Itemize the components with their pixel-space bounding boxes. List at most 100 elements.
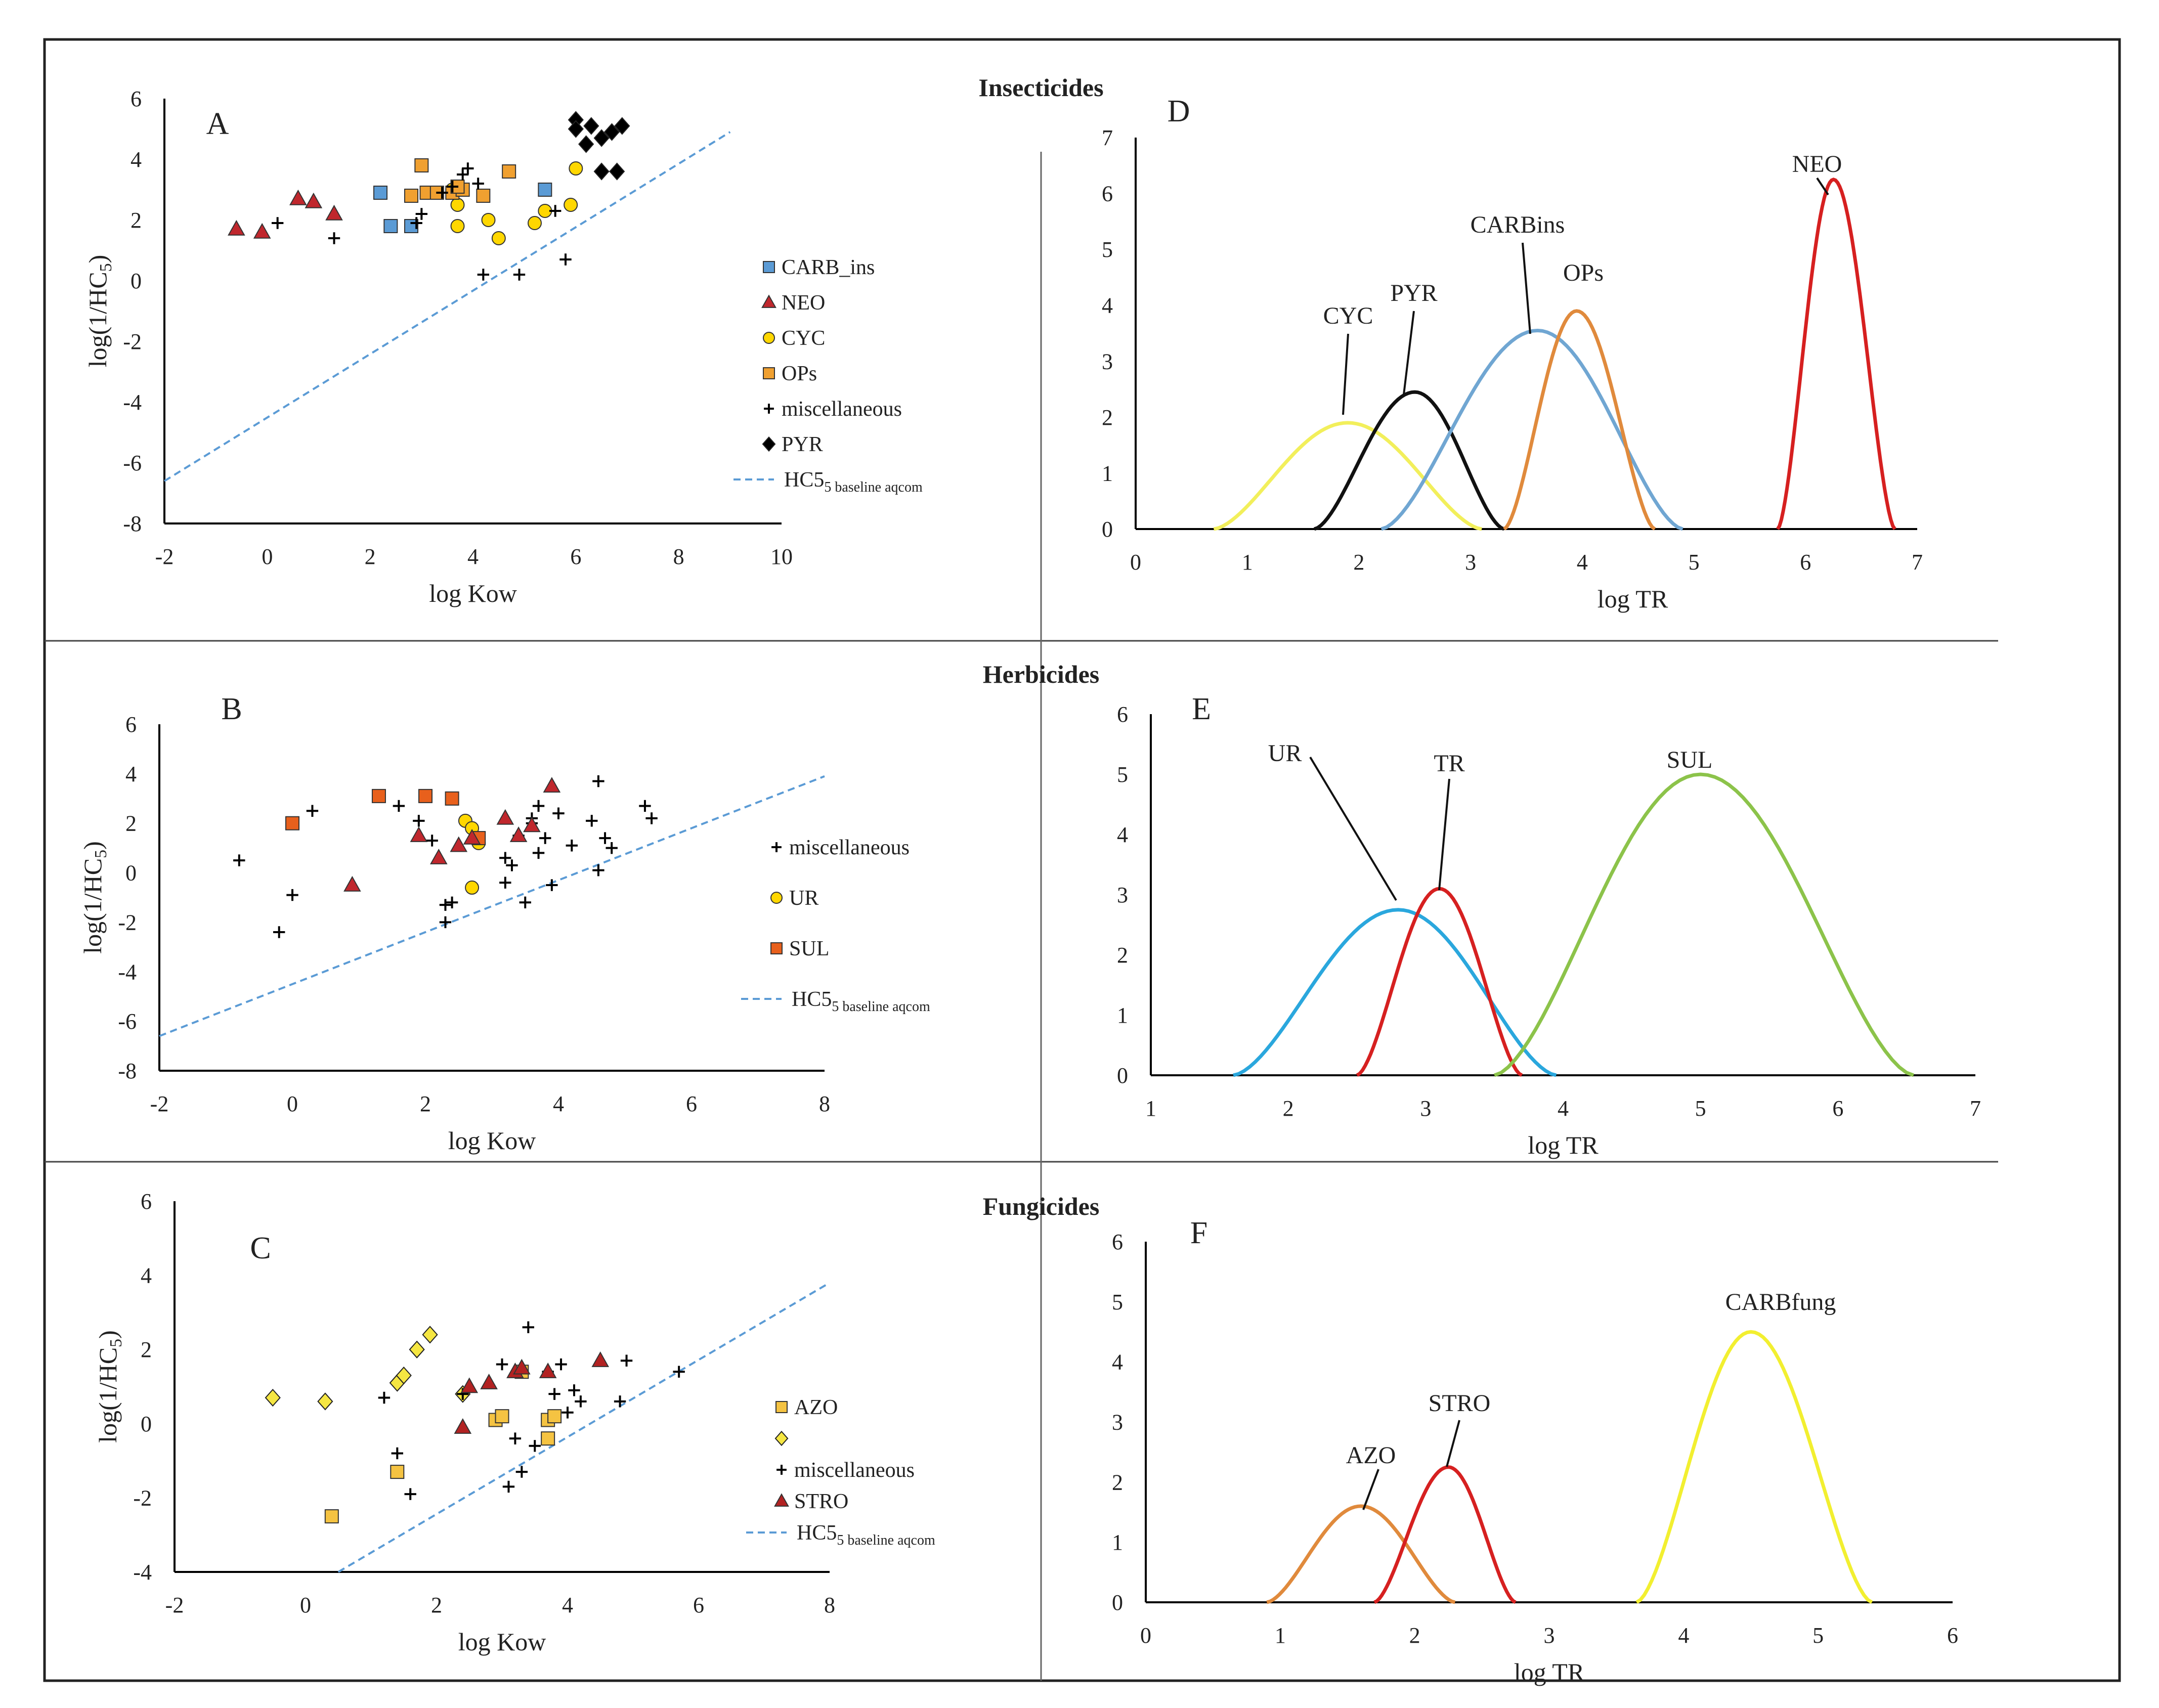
panel-B-ylabel: log(1/HC5) [78, 841, 110, 954]
panel-F-xtick-0: 0 [1140, 1623, 1151, 1648]
panel-D-xtick-0: 0 [1130, 550, 1141, 575]
panel-D-curve-label-NEO: NEO [1792, 151, 1842, 178]
panel-B-point-SUL-0 [285, 816, 299, 830]
panel-D-ytick-7: 7 [1102, 125, 1113, 150]
panel-A-xtick-1: 0 [262, 544, 273, 569]
panel-E-curve-label-SUL: SUL [1667, 747, 1713, 773]
panel-B-legend-label-2: SUL [789, 937, 829, 960]
panel-A-label: A [206, 107, 229, 141]
panel-B-point-UR-3 [465, 880, 480, 895]
panel-C-point-AZO-7 [547, 1409, 562, 1424]
panel-C-ytick-1: -2 [133, 1485, 152, 1510]
panel-E-ytick-4: 4 [1117, 822, 1128, 847]
panel-A-point-CYC-7 [564, 198, 578, 212]
panel-B: -2 0 2 4 6 8 -8 -6 -4 -2 0 2 4 6 log Kow log(1/HC5) Bmis… [78, 692, 930, 1155]
panel-E-ytick-3: 3 [1117, 883, 1128, 907]
panel-A-legend-label-2: CYC [782, 327, 825, 350]
panel-B-point-miscellaneous-0 [233, 854, 245, 866]
panel-A-point-CYC-1 [450, 198, 465, 212]
panel-C-point-STRO-5 [539, 1363, 557, 1378]
panel-C-point-STRO-2 [480, 1374, 498, 1389]
panel-A-xtick-4: 6 [570, 544, 581, 569]
panel-B-legend-sub-3: 5 baseline aqcom [832, 999, 930, 1015]
section-title-herbicides: Herbicides [983, 660, 1100, 688]
panel-A-ytick-1: -6 [123, 451, 142, 475]
panel-B-point-SUL-2 [418, 789, 433, 803]
panel-A-legend-marker-0 [763, 261, 775, 273]
panel-E-ytick-5: 5 [1117, 762, 1128, 787]
panel-A-point-PYR-5 [593, 162, 610, 181]
panel-A-point-PYR-8 [609, 162, 625, 181]
panel-B-ytick-6: 4 [125, 762, 137, 786]
panel-D-xtick-7: 7 [1912, 550, 1923, 575]
panel-C-point-miscellaneous-2 [404, 1488, 416, 1500]
panel-C-point-AZO-6 [541, 1431, 555, 1446]
panel-A-legend-label-3: OPs [782, 362, 817, 385]
panel-A-point-CARB_ins-0 [373, 186, 387, 200]
panel-B-xtick-3: 4 [553, 1091, 564, 1116]
panel-F-curve-AZO [1266, 1504, 1456, 1604]
panel-B-point-miscellaneous-29 [539, 832, 551, 844]
panel-C-point-STRO-6 [591, 1351, 610, 1367]
panel-F-ytick-2: 2 [1112, 1470, 1123, 1495]
panel-A-point-CARB_ins-1 [383, 219, 398, 233]
panel-B-point-red_tri-6 [509, 826, 528, 842]
panel-C-point-STRO-4 [513, 1359, 531, 1375]
panel-B-point-miscellaneous-2 [286, 889, 298, 901]
panel-A-ytick-4: 0 [131, 269, 142, 293]
panel-A-ytick-3: -2 [123, 329, 142, 354]
panel-B-xtick-1: 0 [287, 1091, 298, 1116]
panel-C-legend-marker-3 [774, 1493, 789, 1507]
panel-C: -2 0 2 4 6 8 -4 -2 0 2 4 6 log Kow log(1/HC5) C AZO misc… [94, 1189, 935, 1656]
panel-D-ytick-0: 0 [1102, 517, 1113, 542]
panel-B-point-SUL-3 [445, 791, 459, 806]
panel-A-ylabel: log(1/HC5) [83, 255, 115, 368]
panel-D-xtick-2: 2 [1353, 550, 1364, 575]
panel-D-ytick-6: 6 [1102, 182, 1113, 206]
panel-B-point-red_tri-0 [343, 875, 361, 892]
panel-E-xtick-6: 7 [1970, 1096, 1981, 1121]
panel-B-ytick-3: -2 [118, 910, 137, 935]
panel-A-point-NEO-0 [228, 220, 245, 236]
panel-B-point-miscellaneous-11 [499, 877, 511, 889]
panel-F-curve-label-STRO: STRO [1429, 1390, 1491, 1417]
panel-C-point-series1-5 [422, 1326, 438, 1344]
panel-C-point-miscellaneous-4 [496, 1358, 508, 1371]
panel-A-legend-label-1: NEO [782, 291, 825, 315]
panel-B-point-miscellaneous-23 [606, 842, 618, 854]
panel-A-point-PYR-1 [568, 120, 584, 138]
panel-F-ytick-1: 1 [1112, 1530, 1123, 1555]
panel-C-point-miscellaneous-12 [562, 1407, 574, 1419]
panel-C-xtick-5: 8 [824, 1593, 835, 1617]
panel-C-legend-marker-1 [774, 1430, 789, 1447]
panel-F: 0 1 2 3 4 5 6 0 1 2 3 4 5 6 log TR F AZO STRO CARBfung [1112, 1216, 1958, 1686]
panel-A-xtick-5: 8 [673, 544, 684, 569]
panel-E-ytick-1: 1 [1117, 1003, 1128, 1028]
panel-C-ylabel-sub: 5 [107, 1339, 125, 1347]
panel-B-point-miscellaneous-22 [599, 832, 611, 844]
panel-E-ytick-2: 2 [1117, 943, 1128, 968]
panel-B-xtick-4: 6 [686, 1091, 697, 1116]
panel-D-xtick-4: 4 [1577, 550, 1588, 575]
panel-E-leader-TR [1438, 778, 1450, 891]
panel-A-point-miscellaneous-8 [472, 178, 484, 190]
panel-B-ytick-0: -8 [118, 1059, 137, 1083]
panel-E-curve-UR [1233, 908, 1557, 1077]
panel-A-xtick-3: 4 [467, 544, 479, 569]
panel-B-point-miscellaneous-27 [506, 859, 518, 871]
panel-C-xlabel: log Kow [458, 1628, 546, 1656]
panel-A-point-miscellaneous-11 [549, 205, 562, 217]
panel-E-ytick-0: 0 [1117, 1063, 1128, 1088]
panel-B-ylabel-close: ) [78, 841, 107, 850]
panel-B-point-SUL-1 [371, 789, 386, 803]
panel-C-ytick-3: 2 [141, 1337, 152, 1362]
panel-F-xlabel: log TR [1514, 1658, 1585, 1686]
panel-C-point-miscellaneous-8 [522, 1321, 534, 1333]
panel-A-legend-marker-3 [763, 367, 775, 379]
panel-A-ytick-7: 6 [131, 86, 142, 111]
panel-B-label: B [221, 692, 242, 726]
panel-B-ytick-1: -6 [118, 1009, 137, 1034]
panel-E-curve-SUL [1493, 772, 1915, 1077]
panel-C-ytick-0: -4 [133, 1560, 152, 1585]
